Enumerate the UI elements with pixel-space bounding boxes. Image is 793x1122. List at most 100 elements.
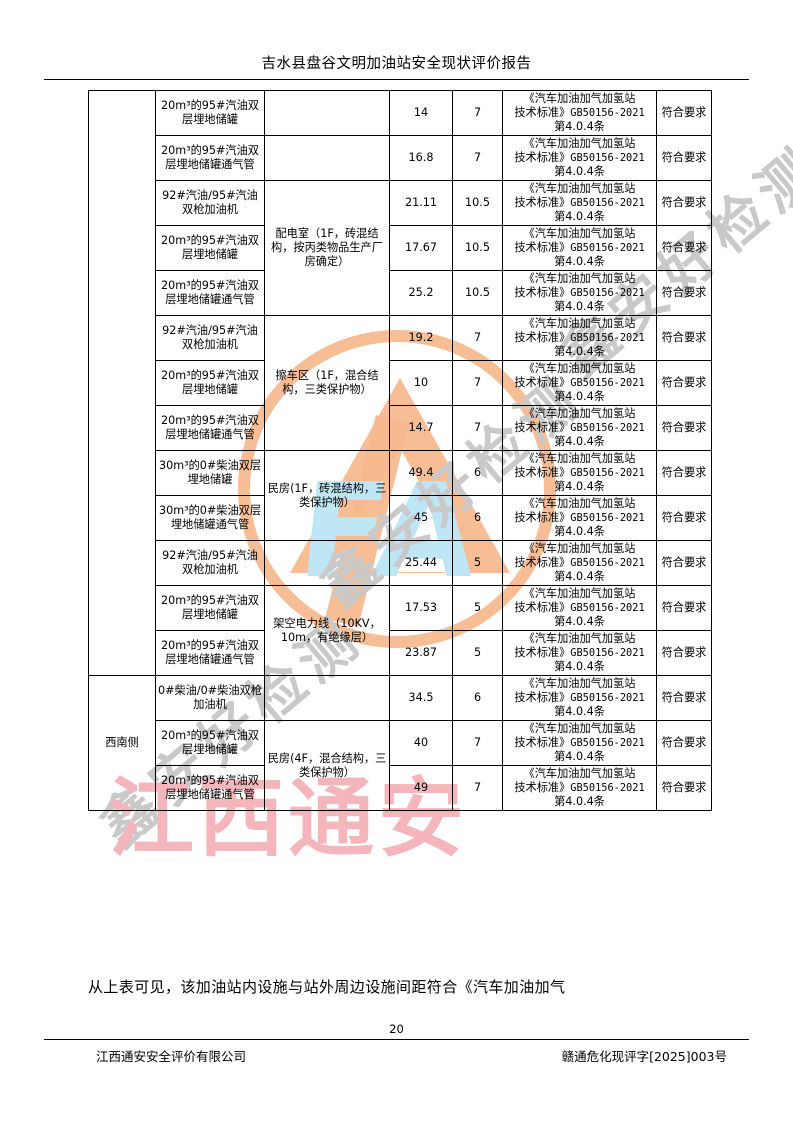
- cell-required-distance: 7: [452, 405, 503, 451]
- distance-table-body: 20m³的95#汽油双层埋地储罐 14 7 《汽车加油加气加氢站 技术标准》GB5015…: [88, 90, 712, 811]
- cell-actual-distance: 17.67: [389, 225, 453, 271]
- cell-facility: 20m³的95#汽油双层埋地储罐通气管: [155, 630, 265, 676]
- cell-standard: 《汽车加油加气加氢站 技术标准》GB50156-2021 第4.0.4条: [502, 450, 657, 496]
- cell-facility: 20m³的95#汽油双层埋地储罐: [155, 585, 265, 631]
- standard-line-1: 《汽车加油加气加氢站: [523, 182, 636, 195]
- standard-line-1: 《汽车加油加气加氢站: [523, 722, 636, 735]
- cell-facility: 30m³的0#柴油双层埋地储罐通气管: [155, 495, 265, 541]
- cell-required-distance: 7: [452, 720, 503, 766]
- cell-facility: 20m³的95#汽油双层埋地储罐通气管: [155, 135, 265, 181]
- cell-standard: 《汽车加油加气加氢站 技术标准》GB50156-2021 第4.0.4条: [502, 315, 657, 361]
- standard-line-2: 技术标准》GB50156-2021: [514, 286, 645, 299]
- table-row: 20m³的95#汽油双层埋地储罐 民房(4F，混合结构，三类保护物） 40 7 《汽车加…: [89, 720, 712, 811]
- standard-line-1: 《汽车加油加气加氢站: [523, 137, 636, 150]
- cell-required-distance: 5: [452, 630, 503, 676]
- cell-result: 符合要求: [656, 720, 712, 766]
- standard-line-1: 《汽车加油加气加氢站: [523, 542, 636, 555]
- cell-facility: 20m³的95#汽油双层埋地储罐通气管: [155, 765, 265, 811]
- standard-line-2: 技术标准》GB50156-2021: [514, 556, 645, 569]
- cell-result: 符合要求: [656, 90, 712, 136]
- table-row: 30m³的0#柴油双层埋地储罐通气管 45 6 《汽车加油加气加氢站 技术标准》GB50…: [89, 495, 712, 541]
- standard-line-2: 技术标准》GB50156-2021: [514, 376, 645, 389]
- standard-line-2: 技术标准》GB50156-2021: [514, 736, 645, 749]
- cell-required-distance: 7: [452, 360, 503, 406]
- standard-code: GB50156-2021: [570, 557, 645, 569]
- table-row: 92#汽油/95#汽油双枪加油机 25.44 5 《汽车加油加气加氢站 技术标准》GB5…: [89, 540, 712, 586]
- cell-standard: 《汽车加油加气加氢站 技术标准》GB50156-2021 第4.0.4条: [502, 405, 657, 451]
- cell-actual-distance: 14.7: [389, 405, 453, 451]
- cell-standard: 《汽车加油加气加氢站 技术标准》GB50156-2021 第4.0.4条: [502, 540, 657, 586]
- standard-line-2: 技术标准》GB50156-2021: [514, 511, 645, 524]
- cell-result: 符合要求: [656, 630, 712, 676]
- standard-line-1: 《汽车加油加气加氢站: [523, 452, 636, 465]
- cell-result: 符合要求: [656, 765, 712, 811]
- cell-standard: 《汽车加油加气加氢站 技术标准》GB50156-2021 第4.0.4条: [502, 675, 657, 721]
- cell-actual-distance: 23.87: [389, 630, 453, 676]
- cell-actual-distance: 21.11: [389, 180, 453, 226]
- standard-code: GB50156-2021: [570, 197, 645, 209]
- standard-line-2: 技术标准》GB50156-2021: [514, 781, 645, 794]
- standard-line-3: 第4.0.4条: [554, 390, 605, 403]
- standard-line-1: 《汽车加油加气加氢站: [523, 407, 636, 420]
- standard-line-3: 第4.0.4条: [554, 660, 605, 673]
- standard-line-2: 技术标准》GB50156-2021: [514, 331, 645, 344]
- standard-line-2: 技术标准》GB50156-2021: [514, 646, 645, 659]
- standard-code: GB50156-2021: [570, 332, 645, 344]
- standard-line-3: 第4.0.4条: [554, 750, 605, 763]
- cell-standard: 《汽车加油加气加氢站 技术标准》GB50156-2021 第4.0.4条: [502, 720, 657, 766]
- cell-required-distance: 5: [452, 585, 503, 631]
- standard-line-3: 第4.0.4条: [554, 345, 605, 358]
- cell-required-distance: 7: [452, 90, 503, 136]
- standard-line-1: 《汽车加油加气加氢站: [523, 677, 636, 690]
- cell-result: 符合要求: [656, 180, 712, 226]
- cell-protected-object: 民房(1F，砖混结构，三类保护物）: [264, 450, 390, 541]
- standard-code: GB50156-2021: [570, 602, 645, 614]
- cell-facility: 20m³的95#汽油双层埋地储罐通气管: [155, 270, 265, 316]
- cell-required-distance: 10.5: [452, 180, 503, 226]
- cell-protected-object: 配电室（1F，砖混结构，按丙类物品生产厂房确定）: [264, 180, 390, 316]
- footer-divider: [44, 1039, 749, 1040]
- cell-result: 符合要求: [656, 405, 712, 451]
- cell-standard: 《汽车加油加气加氢站 技术标准》GB50156-2021 第4.0.4条: [502, 180, 657, 226]
- running-header: 吉水县盘谷文明加油站安全现状评价报告: [0, 0, 793, 80]
- standard-line-3: 第4.0.4条: [554, 570, 605, 583]
- distance-table: 20m³的95#汽油双层埋地储罐 14 7 《汽车加油加气加氢站 技术标准》GB5015…: [88, 90, 712, 811]
- standard-line-3: 第4.0.4条: [554, 255, 605, 268]
- page-number: 20: [389, 1022, 404, 1036]
- table-row: 20m³的95#汽油双层埋地储罐通气管 49 7 《汽车加油加气加氢站 技术标准》GB5…: [89, 765, 712, 811]
- cell-required-distance: 6: [452, 450, 503, 496]
- standard-line-1: 《汽车加油加气加氢站: [523, 92, 636, 105]
- table-row: 20m³的95#汽油双层埋地储罐通气管 14.7 7 《汽车加油加气加氢站 技术标准》G…: [89, 405, 712, 451]
- cell-required-distance: 6: [452, 675, 503, 721]
- summary-paragraph: 从上表可见，该加油站内设施与站外周边设施间距符合《汽车加油加气: [88, 978, 566, 996]
- standard-line-1: 《汽车加油加气加氢站: [523, 272, 636, 285]
- cell-result: 符合要求: [656, 360, 712, 406]
- standard-code: GB50156-2021: [570, 107, 645, 119]
- cell-facility: 92#汽油/95#汽油双枪加油机: [155, 540, 265, 586]
- table-row: 20m³的95#汽油双层埋地储罐 架空电力线（10KV，10m，有绝缘层） 17.5…: [89, 585, 712, 676]
- standard-line-1: 《汽车加油加气加氢站: [523, 362, 636, 375]
- cell-required-distance: 10.5: [452, 225, 503, 271]
- cell-actual-distance: 49.4: [389, 450, 453, 496]
- standard-code: GB50156-2021: [570, 287, 645, 299]
- cell-facility: 92#汽油/95#汽油双枪加油机: [155, 315, 265, 361]
- cell-result: 符合要求: [656, 495, 712, 541]
- cell-protected-object: [264, 675, 390, 721]
- table-row: 20m³的95#汽油双层埋地储罐 17.67 10.5 《汽车加油加气加氢站 技术标准》…: [89, 225, 712, 271]
- table-row: 20m³的95#汽油双层埋地储罐通气管 16.8 7 《汽车加油加气加氢站 技术标准》G…: [89, 135, 712, 181]
- standard-line-3: 第4.0.4条: [554, 165, 605, 178]
- cell-required-distance: 10.5: [452, 270, 503, 316]
- standard-line-3: 第4.0.4条: [554, 480, 605, 493]
- cell-required-distance: 5: [452, 540, 503, 586]
- standard-line-2: 技术标准》GB50156-2021: [514, 241, 645, 254]
- table-row: 92#汽油/95#汽油双枪加油机 擦车区（1F，混合结构，三类保护物） 19.2 7 《…: [89, 315, 712, 451]
- footer-row: 江西通安安全评价有限公司 赣通危化现评字[2025]003号: [96, 1046, 727, 1065]
- standard-code: GB50156-2021: [570, 692, 645, 704]
- footer-doc-number: 赣通危化现评字[2025]003号: [561, 1049, 727, 1064]
- standard-line-1: 《汽车加油加气加氢站: [523, 227, 636, 240]
- cell-standard: 《汽车加油加气加氢站 技术标准》GB50156-2021 第4.0.4条: [502, 135, 657, 181]
- table-row: 20m³的95#汽油双层埋地储罐通气管 25.2 10.5 《汽车加油加气加氢站 技术标…: [89, 270, 712, 316]
- cell-result: 符合要求: [656, 450, 712, 496]
- standard-code: GB50156-2021: [570, 647, 645, 659]
